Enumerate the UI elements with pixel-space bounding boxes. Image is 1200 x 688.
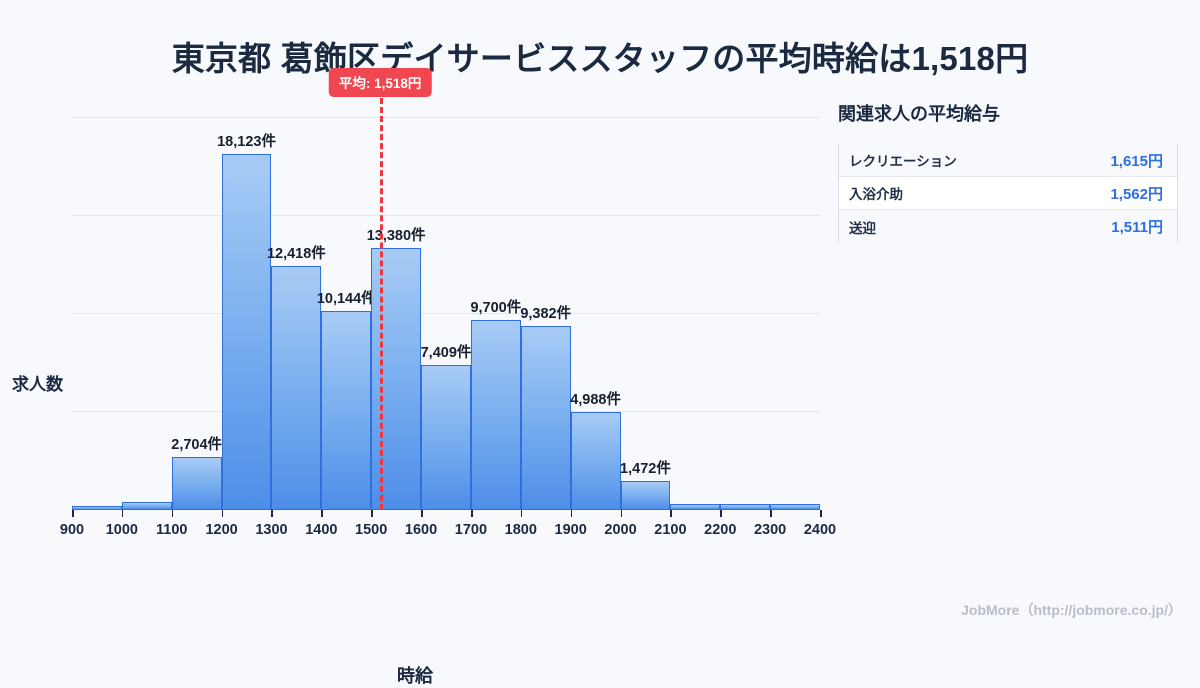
related-jobs-table: レクリエーション 1,615円入浴介助 1,562円送迎 1,511円: [838, 144, 1178, 243]
related-job-value: 1,615円: [1110, 152, 1163, 170]
y-axis-title: 求人数: [12, 375, 63, 394]
related-job-value: 1,562円: [1110, 185, 1163, 203]
x-axis-tick-label: 1400: [305, 522, 338, 538]
x-axis-tick-label: 1000: [105, 522, 138, 538]
page-title: 東京都 葛飾区デイサービススタッフの平均時給は1,518円: [171, 40, 1029, 77]
bar[interactable]: [221, 154, 272, 510]
x-axis-tick-label: 1200: [205, 522, 238, 538]
x-axis-tick-label: 2300: [753, 522, 787, 538]
related-job-row[interactable]: レクリエーション 1,615円: [839, 144, 1177, 177]
x-axis-tick-label: 900: [59, 522, 85, 538]
related-job-row[interactable]: 送迎 1,511円: [839, 210, 1177, 243]
x-axis-tick-label: 1900: [554, 522, 587, 538]
bar[interactable]: [371, 247, 422, 510]
x-axis-tick: [371, 510, 373, 517]
plot-area: 2,704件 18,123件 12,418件 10,144件 13,380件 7,409件…: [72, 68, 822, 517]
chart-container: 求人数 2,704件 18,123件 12,418件 10,144件 13,380件 7,…: [0, 68, 836, 686]
bar[interactable]: [520, 325, 571, 510]
x-axis-tick-label: 2000: [604, 522, 637, 538]
x-axis-tick-label: 2200: [704, 522, 737, 538]
bar[interactable]: [720, 504, 771, 510]
gridline: [72, 116, 820, 118]
average-badge: 平均: 1,518円: [328, 68, 432, 97]
x-axis-tick-label: 2400: [803, 522, 837, 538]
x-axis-tick-label: 1100: [155, 522, 188, 538]
bar[interactable]: [620, 481, 671, 510]
x-axis-tick: [72, 510, 74, 517]
related-job-value: 1,511円: [1111, 219, 1163, 236]
related-job-name: レクリエーション: [849, 154, 957, 169]
x-axis-tick: [620, 510, 623, 517]
x-axis-tick: [171, 510, 174, 517]
x-axis-tick: [321, 510, 323, 517]
bar-value-label: 4,988件: [570, 392, 621, 409]
x-axis-tick: [770, 510, 772, 517]
bar-value-label: 7,409件: [420, 344, 472, 361]
x-axis-tick: [820, 510, 822, 517]
x-axis-title: 時給: [397, 666, 433, 686]
bar[interactable]: [670, 503, 721, 510]
bar-value-label: 12,418件: [266, 246, 326, 263]
related-job-name: 入浴介助: [849, 187, 903, 202]
x-axis-tick-label: 1800: [504, 522, 537, 538]
related-job-name: 送迎: [849, 220, 876, 236]
bar[interactable]: [271, 266, 322, 510]
bar[interactable]: [470, 319, 521, 510]
gridline: [72, 214, 820, 216]
footer-watermark: JobMore（http://jobmore.co.jp/）: [961, 602, 1182, 618]
x-axis-tick-label: 2100: [654, 522, 687, 538]
related-jobs-panel: 関連求人の平均給与 レクリエーション 1,615円入浴介助 1,562円送迎 1,51…: [838, 100, 1178, 243]
x-axis-tick: [670, 510, 672, 517]
bar[interactable]: [570, 412, 621, 510]
x-axis-tick: [720, 510, 722, 517]
x-axis-tick: [520, 510, 523, 517]
average-line: [380, 98, 384, 510]
related-jobs-title: 関連求人の平均給与: [838, 104, 1000, 124]
bar-value-label: 18,123件: [217, 134, 276, 151]
x-axis-tick: [121, 510, 124, 517]
x-axis-tick: [421, 510, 423, 517]
bar-value-label: 1,472件: [620, 461, 671, 478]
bar[interactable]: [421, 364, 471, 510]
bar[interactable]: [321, 310, 372, 510]
bar-value-label: 10,144件: [316, 290, 376, 307]
x-axis-tick-label: 1500: [355, 522, 388, 538]
x-axis-tick-label: 1300: [255, 522, 288, 538]
x-axis-tick-label: 1600: [404, 522, 438, 538]
gridline: [72, 312, 820, 314]
bar[interactable]: [770, 504, 820, 510]
x-axis-tick: [470, 510, 473, 517]
bar-value-label: 9,700件: [470, 299, 522, 316]
bar[interactable]: [72, 506, 122, 510]
x-axis-tick: [271, 510, 274, 517]
bar-value-label: 13,380件: [366, 227, 426, 244]
x-axis-tick: [570, 510, 573, 517]
related-job-row[interactable]: 入浴介助 1,562円: [839, 177, 1177, 210]
bar[interactable]: [121, 501, 172, 510]
bar-value-label: 2,704件: [171, 436, 223, 453]
bar-value-label: 9,382件: [520, 305, 572, 322]
x-axis-tick-label: 1700: [454, 522, 488, 538]
x-axis-tick: [221, 510, 224, 517]
bar[interactable]: [171, 456, 222, 510]
